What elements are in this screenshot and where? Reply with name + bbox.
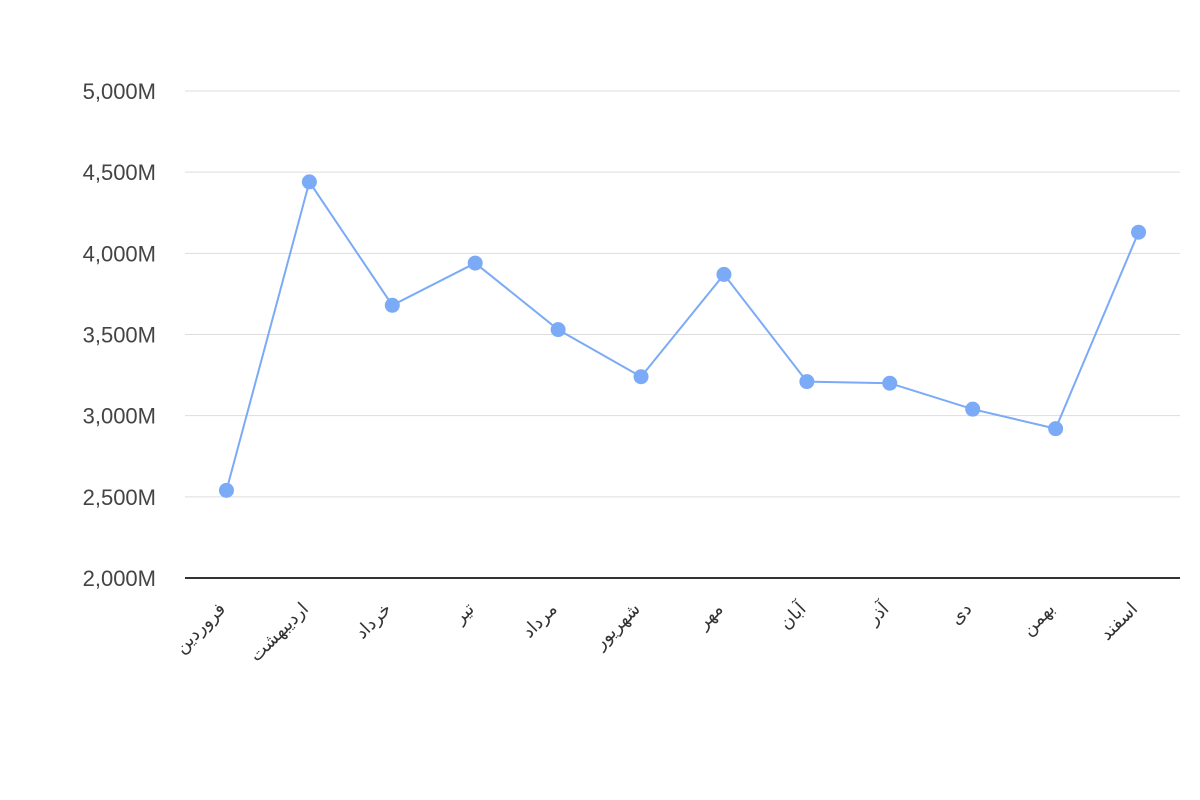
data-point <box>384 297 400 313</box>
x-tick-label: بهمن <box>1018 599 1059 640</box>
y-tick-label: 2,500M <box>83 485 156 510</box>
x-tick-label: شهریور <box>589 599 644 654</box>
y-tick-label: 3,500M <box>83 323 156 348</box>
x-tick-label: اردیبهشت <box>246 599 313 666</box>
x-tick-label: آبان <box>774 597 811 634</box>
y-tick-label: 4,000M <box>83 241 156 266</box>
data-point <box>218 482 234 498</box>
x-tick-label: آذر <box>861 597 893 629</box>
x-tick-label: مرداد <box>518 599 562 643</box>
x-tick-label: تیر <box>449 599 479 629</box>
data-point <box>467 255 483 271</box>
x-tick-label: دی <box>946 599 976 629</box>
data-point <box>301 174 317 190</box>
x-tick-label: خرداد <box>351 599 396 644</box>
data-point <box>1131 224 1147 240</box>
y-tick-label: 5,000M <box>83 79 156 104</box>
data-point <box>1048 421 1064 437</box>
data-point <box>716 266 732 282</box>
data-point <box>882 375 898 391</box>
x-tick-label: مهر <box>692 599 727 634</box>
y-tick-label: 4,500M <box>83 160 156 185</box>
data-point <box>965 401 981 417</box>
data-point <box>633 369 649 385</box>
data-point <box>550 322 566 338</box>
x-tick-label: اسفند <box>1096 599 1141 644</box>
y-tick-label: 2,000M <box>83 566 156 591</box>
x-tick-label: فروردین <box>171 599 230 658</box>
data-point <box>799 374 815 390</box>
series-line <box>225 179 1140 491</box>
y-tick-label: 3,000M <box>83 404 156 429</box>
